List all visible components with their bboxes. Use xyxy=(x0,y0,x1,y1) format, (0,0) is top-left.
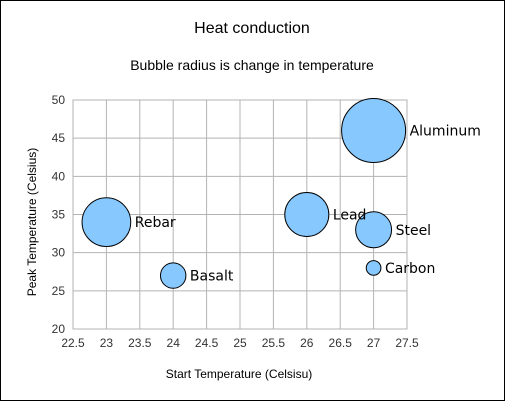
y-tick-label: 20 xyxy=(52,322,66,336)
bubble-lead xyxy=(284,191,330,238)
data-label-lead: Lead xyxy=(333,208,367,224)
bubble-carbon xyxy=(365,260,382,276)
y-tick-label: 45 xyxy=(52,131,66,145)
x-tick-label: 26 xyxy=(300,336,314,350)
y-tick-label: 30 xyxy=(52,246,66,260)
x-tick-label: 27.5 xyxy=(395,336,419,350)
y-tick-label: 35 xyxy=(52,208,66,222)
data-labels: Rebar Basalt Lead Aluminum Steel Carbon xyxy=(135,124,481,285)
plot-area xyxy=(72,99,408,330)
x-tick-label: 24.5 xyxy=(195,336,219,350)
x-tick-label: 26.5 xyxy=(329,336,353,350)
data-label-basalt: Basalt xyxy=(190,269,234,285)
x-tick-label: 25 xyxy=(233,336,247,350)
x-axis-label: Start Temperature (Celsisu) xyxy=(166,367,313,381)
chart-title: Heat conduction xyxy=(194,20,310,37)
bubble-steel xyxy=(355,211,393,249)
data-label-rebar: Rebar xyxy=(135,215,176,231)
x-tick-label: 23.5 xyxy=(128,336,152,350)
x-tick-label: 23 xyxy=(100,336,114,350)
bubble-aluminum xyxy=(341,98,407,164)
y-tick-label: 25 xyxy=(52,284,66,298)
y-axis-label: Peak Temperature (Celsius) xyxy=(25,148,39,297)
chart-subtitle: Bubble radius is change in temperature xyxy=(130,57,374,73)
x-tick-label: 24 xyxy=(167,336,181,350)
bubble-rebar xyxy=(81,197,132,247)
data-label-steel: Steel xyxy=(396,223,432,239)
x-tick-label: 22.5 xyxy=(61,336,85,350)
y-tick-label: 50 xyxy=(52,93,66,107)
y-tick-label: 40 xyxy=(52,169,66,183)
bubbles xyxy=(81,98,407,289)
x-tick-label: 25.5 xyxy=(262,336,286,350)
x-tick-label: 27 xyxy=(367,336,381,350)
bubble-basalt xyxy=(159,262,187,289)
tick-labels: 22.5 23 23.5 24 24.5 25 25.5 26 26.5 27 27.5 20 25 30… xyxy=(52,93,419,350)
data-label-carbon: Carbon xyxy=(385,261,435,277)
data-label-aluminum: Aluminum xyxy=(410,124,481,140)
